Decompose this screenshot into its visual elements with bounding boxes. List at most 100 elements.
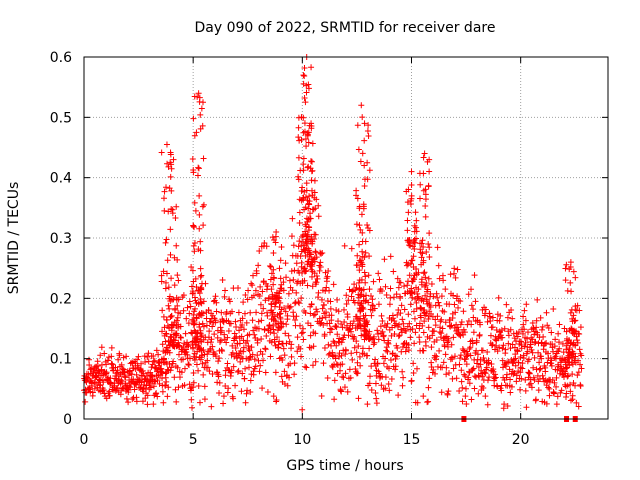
data-point xyxy=(416,325,423,332)
data-point xyxy=(421,269,428,276)
data-point xyxy=(373,395,380,402)
data-point xyxy=(195,382,202,389)
data-point xyxy=(250,327,257,334)
data-point xyxy=(479,373,486,380)
data-point xyxy=(89,389,96,396)
data-point xyxy=(362,273,369,280)
data-point xyxy=(383,347,390,354)
data-point xyxy=(388,332,395,339)
x-axis-label: GPS time / hours xyxy=(286,458,403,474)
data-point xyxy=(370,278,377,285)
data-point xyxy=(313,306,320,313)
data-point xyxy=(209,343,216,350)
data-point xyxy=(378,312,385,319)
data-point xyxy=(335,353,342,360)
data-point xyxy=(97,352,104,359)
data-point xyxy=(372,390,379,397)
data-point xyxy=(190,223,197,230)
data-point xyxy=(207,339,214,346)
data-point xyxy=(380,332,387,339)
data-point xyxy=(359,114,366,121)
data-point xyxy=(361,137,368,144)
data-point xyxy=(382,385,389,392)
data-point xyxy=(209,371,216,378)
data-point xyxy=(546,392,553,399)
data-point xyxy=(353,187,360,194)
data-point xyxy=(356,300,363,307)
data-point xyxy=(494,383,501,390)
data-point xyxy=(426,375,433,382)
data-point xyxy=(266,322,273,329)
data-point xyxy=(247,388,254,395)
data-point xyxy=(553,401,560,408)
data-point xyxy=(298,269,305,276)
data-point xyxy=(345,297,352,304)
data-point xyxy=(434,313,441,320)
data-point xyxy=(337,387,344,394)
data-point xyxy=(510,371,517,378)
data-point xyxy=(355,279,362,286)
data-point xyxy=(419,322,426,329)
data-point xyxy=(310,343,317,350)
data-point xyxy=(492,374,499,381)
data-point xyxy=(375,336,382,343)
data-point xyxy=(174,302,181,309)
data-point xyxy=(295,243,302,250)
data-point xyxy=(149,373,156,380)
data-point xyxy=(308,273,315,280)
data-point xyxy=(382,374,389,381)
data-point xyxy=(539,323,546,330)
data-point xyxy=(417,195,424,202)
data-point xyxy=(528,384,535,391)
data-point xyxy=(569,392,576,399)
data-point xyxy=(438,330,445,337)
data-point xyxy=(282,330,289,337)
data-point xyxy=(515,359,522,366)
data-point xyxy=(267,353,274,360)
data-point xyxy=(192,328,199,335)
data-point xyxy=(365,299,372,306)
data-point xyxy=(310,312,317,319)
data-point xyxy=(203,322,210,329)
data-point xyxy=(564,373,571,380)
data-point xyxy=(211,331,218,338)
data-point xyxy=(563,390,570,397)
data-point xyxy=(147,384,154,391)
data-point xyxy=(139,367,146,374)
data-point xyxy=(268,300,275,307)
data-point xyxy=(314,308,321,315)
data-point xyxy=(183,315,190,322)
data-point xyxy=(86,356,93,363)
data-point xyxy=(238,333,245,340)
data-point xyxy=(522,317,529,324)
data-point xyxy=(229,349,236,356)
data-point xyxy=(200,346,207,353)
data-point xyxy=(101,350,108,357)
data-point xyxy=(139,398,146,405)
data-point xyxy=(325,268,332,275)
data-point xyxy=(334,331,341,338)
data-point xyxy=(366,345,373,352)
data-point xyxy=(309,192,316,199)
data-point xyxy=(357,226,364,233)
data-point xyxy=(122,374,129,381)
data-point xyxy=(448,322,455,329)
data-point xyxy=(298,248,305,255)
data-point xyxy=(91,385,98,392)
data-point xyxy=(399,368,406,375)
data-point xyxy=(354,370,361,377)
data-point xyxy=(427,304,434,311)
data-point xyxy=(515,328,522,335)
data-point xyxy=(412,329,419,336)
data-point xyxy=(132,365,139,372)
data-point xyxy=(444,343,451,350)
data-point xyxy=(436,347,443,354)
data-point xyxy=(212,353,219,360)
data-point xyxy=(218,337,225,344)
data-point xyxy=(432,370,439,377)
data-point xyxy=(468,286,475,293)
data-point xyxy=(399,382,406,389)
data-point xyxy=(303,143,310,150)
data-point xyxy=(277,285,284,292)
data-point xyxy=(196,321,203,328)
